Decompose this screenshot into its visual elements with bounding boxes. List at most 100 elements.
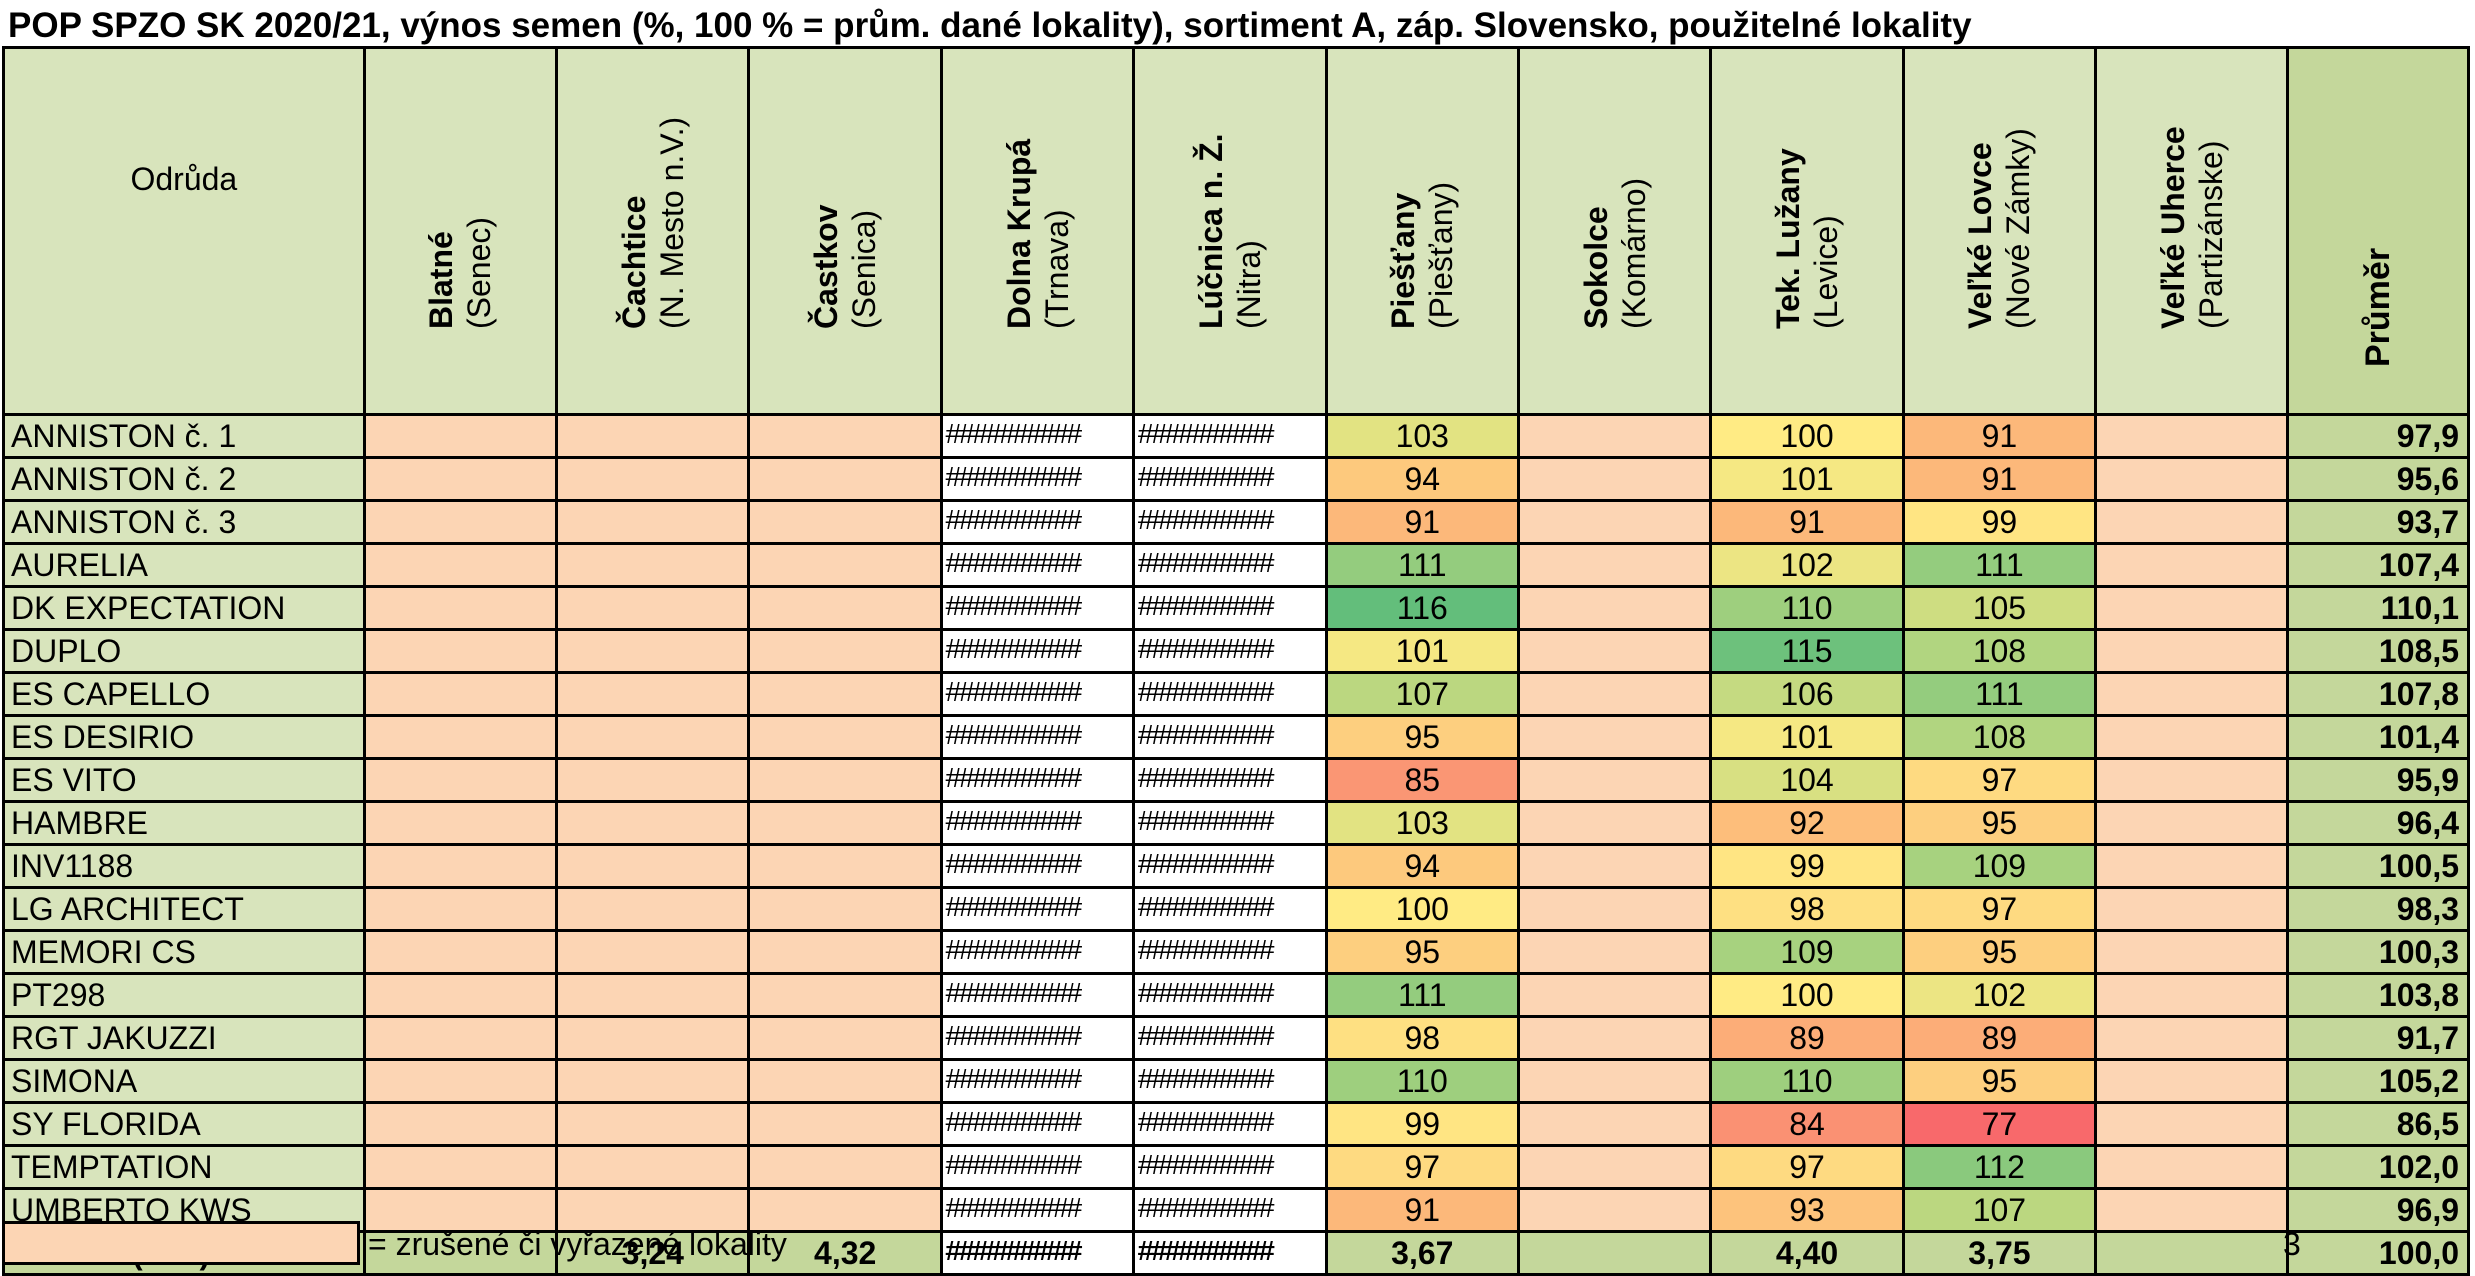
header-location: Veľké Uherce (Partizánske): [2094, 46, 2290, 416]
cancelled-cell: [362, 413, 559, 459]
value-cell: 110: [1324, 1058, 1520, 1104]
value-cell: 95: [1901, 800, 2098, 846]
legend-swatch: [2, 1221, 360, 1265]
cancelled-cell: [1516, 1058, 1713, 1104]
overflow-cell: ##########: [939, 628, 1136, 674]
average-cell: 107,4: [2286, 542, 2470, 588]
overflow-cell: ##########: [939, 929, 1136, 975]
value-cell: 93: [1709, 1187, 1905, 1233]
header-average: Průměr: [2286, 46, 2470, 416]
cancelled-cell: [747, 628, 943, 674]
header-location: Častkov (Senica): [747, 46, 943, 416]
value-cell: 98: [1709, 886, 1905, 932]
value-cell: 111: [1324, 542, 1520, 588]
table-row: ES CAPELLO ########## ########## 107 106 111 1…: [2, 671, 2470, 717]
value-cell: 99: [1709, 843, 1905, 889]
variety-name: ES VITO: [2, 757, 366, 803]
cancelled-cell: [555, 456, 751, 502]
cancelled-cell: [2094, 1058, 2290, 1104]
value-cell: 100: [1709, 972, 1905, 1018]
average-cell: 100,3: [2286, 929, 2470, 975]
cancelled-cell: [1516, 671, 1713, 717]
cancelled-cell: [747, 843, 943, 889]
cancelled-cell: [362, 1058, 559, 1104]
cancelled-cell: [2094, 671, 2290, 717]
value-cell: 111: [1901, 671, 2098, 717]
table-row: SIMONA ########## ########## 110 110 95 105,2: [2, 1058, 2470, 1104]
overflow-cell: ##########: [1132, 886, 1328, 932]
table-row: ANNISTON č. 3 ########## ########## 91 91 99 9…: [2, 499, 2470, 545]
average-cell: 100,5: [2286, 843, 2470, 889]
table-row: PT298 ########## ########## 111 100 102 103,8: [2, 972, 2470, 1018]
value-cell: 110: [1709, 585, 1905, 631]
cancelled-cell: [2094, 714, 2290, 760]
value-cell: 95: [1901, 929, 2098, 975]
table-row: RGT JAKUZZI ########## ########## 98 89 89 91,…: [2, 1015, 2470, 1061]
average-cell: 102,0: [2286, 1144, 2470, 1190]
cancelled-cell: [747, 1101, 943, 1147]
value-cell: 94: [1324, 456, 1520, 502]
value-cell: 101: [1709, 714, 1905, 760]
cancelled-cell: [2094, 843, 2290, 889]
value-cell: 91: [1324, 1187, 1520, 1233]
cancelled-cell: [747, 1187, 943, 1233]
table-row: ES DESIRIO ########## ########## 95 101 108 10…: [2, 714, 2470, 760]
cancelled-cell: [1516, 929, 1713, 975]
cancelled-cell: [747, 456, 943, 502]
cancelled-cell: [2094, 1144, 2290, 1190]
cancelled-cell: [1516, 714, 1713, 760]
header-location: Veľké Lovce (Nové Zámky): [1901, 46, 2098, 416]
value-cell: 95: [1901, 1058, 2098, 1104]
cancelled-cell: [555, 1015, 751, 1061]
total-cell: 3,67: [1324, 1230, 1520, 1276]
table-row: AURELIA ########## ########## 111 102 111 107,…: [2, 542, 2470, 588]
total-cell: 3,75: [1901, 1230, 2098, 1276]
total-row: Průměr (t/ha)3,244,32###################…: [2, 1230, 2470, 1276]
overflow-cell: ##########: [939, 671, 1136, 717]
value-cell: 102: [1709, 542, 1905, 588]
cancelled-cell: [555, 1187, 751, 1233]
cancelled-cell: [362, 456, 559, 502]
cancelled-cell: [2094, 757, 2290, 803]
average-cell: 107,8: [2286, 671, 2470, 717]
cancelled-cell: [1516, 1015, 1713, 1061]
variety-name: AURELIA: [2, 542, 366, 588]
table-row: ANNISTON č. 2 ########## ########## 94 101 91…: [2, 456, 2470, 502]
variety-name: INV1188: [2, 843, 366, 889]
header-location: Tek. Lužany (Levice): [1709, 46, 1905, 416]
cancelled-cell: [747, 1144, 943, 1190]
cancelled-cell: [747, 585, 943, 631]
cancelled-cell: [2094, 585, 2290, 631]
average-cell: 96,9: [2286, 1187, 2470, 1233]
value-cell: 103: [1324, 800, 1520, 846]
cancelled-cell: [2094, 1187, 2290, 1233]
table-row: MEMORI CS ########## ########## 95 109 95 100,…: [2, 929, 2470, 975]
average-cell: 110,1: [2286, 585, 2470, 631]
value-cell: 95: [1324, 929, 1520, 975]
cancelled-cell: [1516, 542, 1713, 588]
cancelled-cell: [2094, 413, 2290, 459]
value-cell: 99: [1901, 499, 2098, 545]
cancelled-cell: [362, 585, 559, 631]
cancelled-cell: [1516, 1187, 1713, 1233]
cancelled-cell: [362, 499, 559, 545]
variety-name: DUPLO: [2, 628, 366, 674]
value-cell: 77: [1901, 1101, 2098, 1147]
overflow-cell: ##########: [1132, 1144, 1328, 1190]
cancelled-cell: [747, 714, 943, 760]
value-cell: 111: [1901, 542, 2098, 588]
cancelled-cell: [747, 671, 943, 717]
cancelled-cell: [362, 1144, 559, 1190]
variety-name: ANNISTON č. 1: [2, 413, 366, 459]
value-cell: 109: [1709, 929, 1905, 975]
table-row: DUPLO ########## ########## 101 115 108 108,5: [2, 628, 2470, 674]
overflow-cell: ##########: [1132, 413, 1328, 459]
header-location: Dolna Krupá (Trnava): [939, 46, 1136, 416]
value-cell: 94: [1324, 843, 1520, 889]
value-cell: 107: [1901, 1187, 2098, 1233]
total-average: 100,0: [2286, 1230, 2470, 1276]
overflow-cell: ##########: [939, 542, 1136, 588]
overflow-cell: ##########: [939, 585, 1136, 631]
value-cell: 103: [1324, 413, 1520, 459]
table-row: LG ARCHITECT ########## ########## 100 98 97 9…: [2, 886, 2470, 932]
